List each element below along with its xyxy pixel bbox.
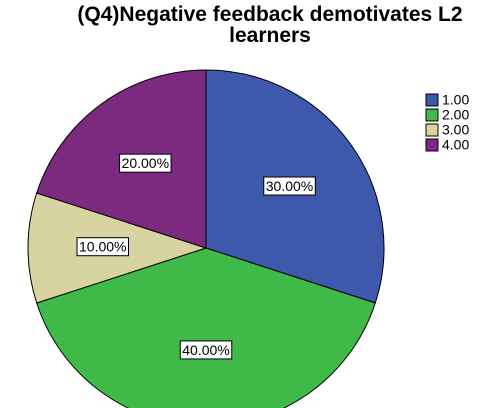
data-label-box: [179, 340, 233, 360]
legend-swatch: [425, 138, 439, 152]
data-label: 30.00%: [266, 178, 313, 194]
data-label-box: [119, 153, 172, 173]
data-label: 40.00%: [182, 342, 229, 358]
legend-label: 1.00: [442, 92, 469, 108]
data-label: 20.00%: [122, 155, 169, 171]
legend-swatch: [425, 93, 439, 107]
chart-title: (Q4)Negative feedback demotivates L2 lea…: [77, 3, 463, 47]
data-label-box: [263, 176, 316, 196]
legend-swatch: [425, 108, 439, 122]
legend-label: 3.00: [442, 122, 469, 138]
legend-swatch: [425, 123, 439, 137]
data-label: 10.00%: [79, 239, 126, 255]
data-label-box: [76, 237, 130, 257]
legend-label: 4.00: [442, 137, 469, 153]
legend-label: 2.00: [442, 107, 469, 123]
pie-slice: [36, 247, 376, 408]
